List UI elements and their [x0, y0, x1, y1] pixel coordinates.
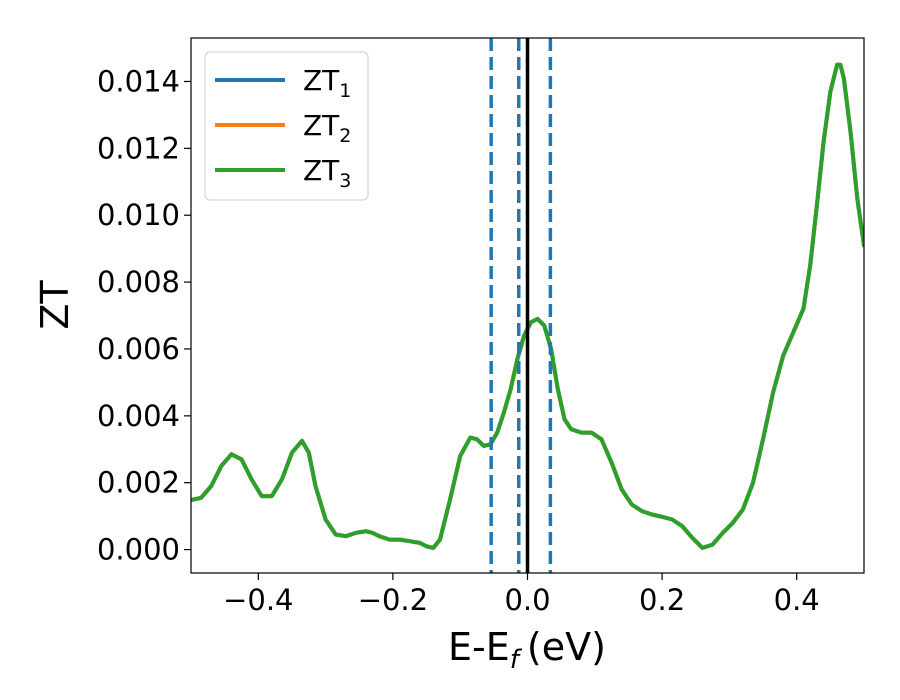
- y-tick-label: 0.000: [97, 533, 180, 567]
- series-line-3: [191, 62, 864, 550]
- y-tick-label: 0.008: [97, 265, 180, 299]
- y-tick-label: 0.014: [97, 64, 180, 98]
- y-axis-label: ZT: [33, 280, 77, 330]
- y-tick-label: 0.006: [97, 332, 180, 366]
- x-tick-label: 0.4: [774, 583, 820, 617]
- vline-layer: [489, 38, 553, 573]
- x-axis-label: E-Ef (eV): [448, 625, 606, 675]
- legend-label-1: ZT1: [303, 64, 351, 102]
- legend-label-3: ZT3: [303, 154, 351, 192]
- legend-label-2: ZT2: [303, 109, 351, 147]
- y-tick-label: 0.012: [97, 131, 180, 165]
- legend: ZT1 ZT2 ZT3: [204, 51, 369, 201]
- x-tick-label: −0.4: [223, 583, 293, 617]
- x-tick-label: 0.0: [504, 583, 550, 617]
- x-tick-label: 0.2: [639, 583, 685, 617]
- series-layer: [191, 62, 864, 550]
- y-axis-ticks: 0.000 0.002 0.004 0.006 0.008 0.010 0.012 0.014: [97, 64, 191, 567]
- x-axis-ticks: −0.4 −0.2 0.0 0.2 0.4: [223, 573, 820, 617]
- legend-box: [204, 51, 369, 201]
- y-tick-label: 0.004: [97, 399, 180, 433]
- y-tick-label: 0.010: [97, 198, 180, 232]
- x-tick-label: −0.2: [358, 583, 428, 617]
- y-tick-label: 0.002: [97, 466, 180, 500]
